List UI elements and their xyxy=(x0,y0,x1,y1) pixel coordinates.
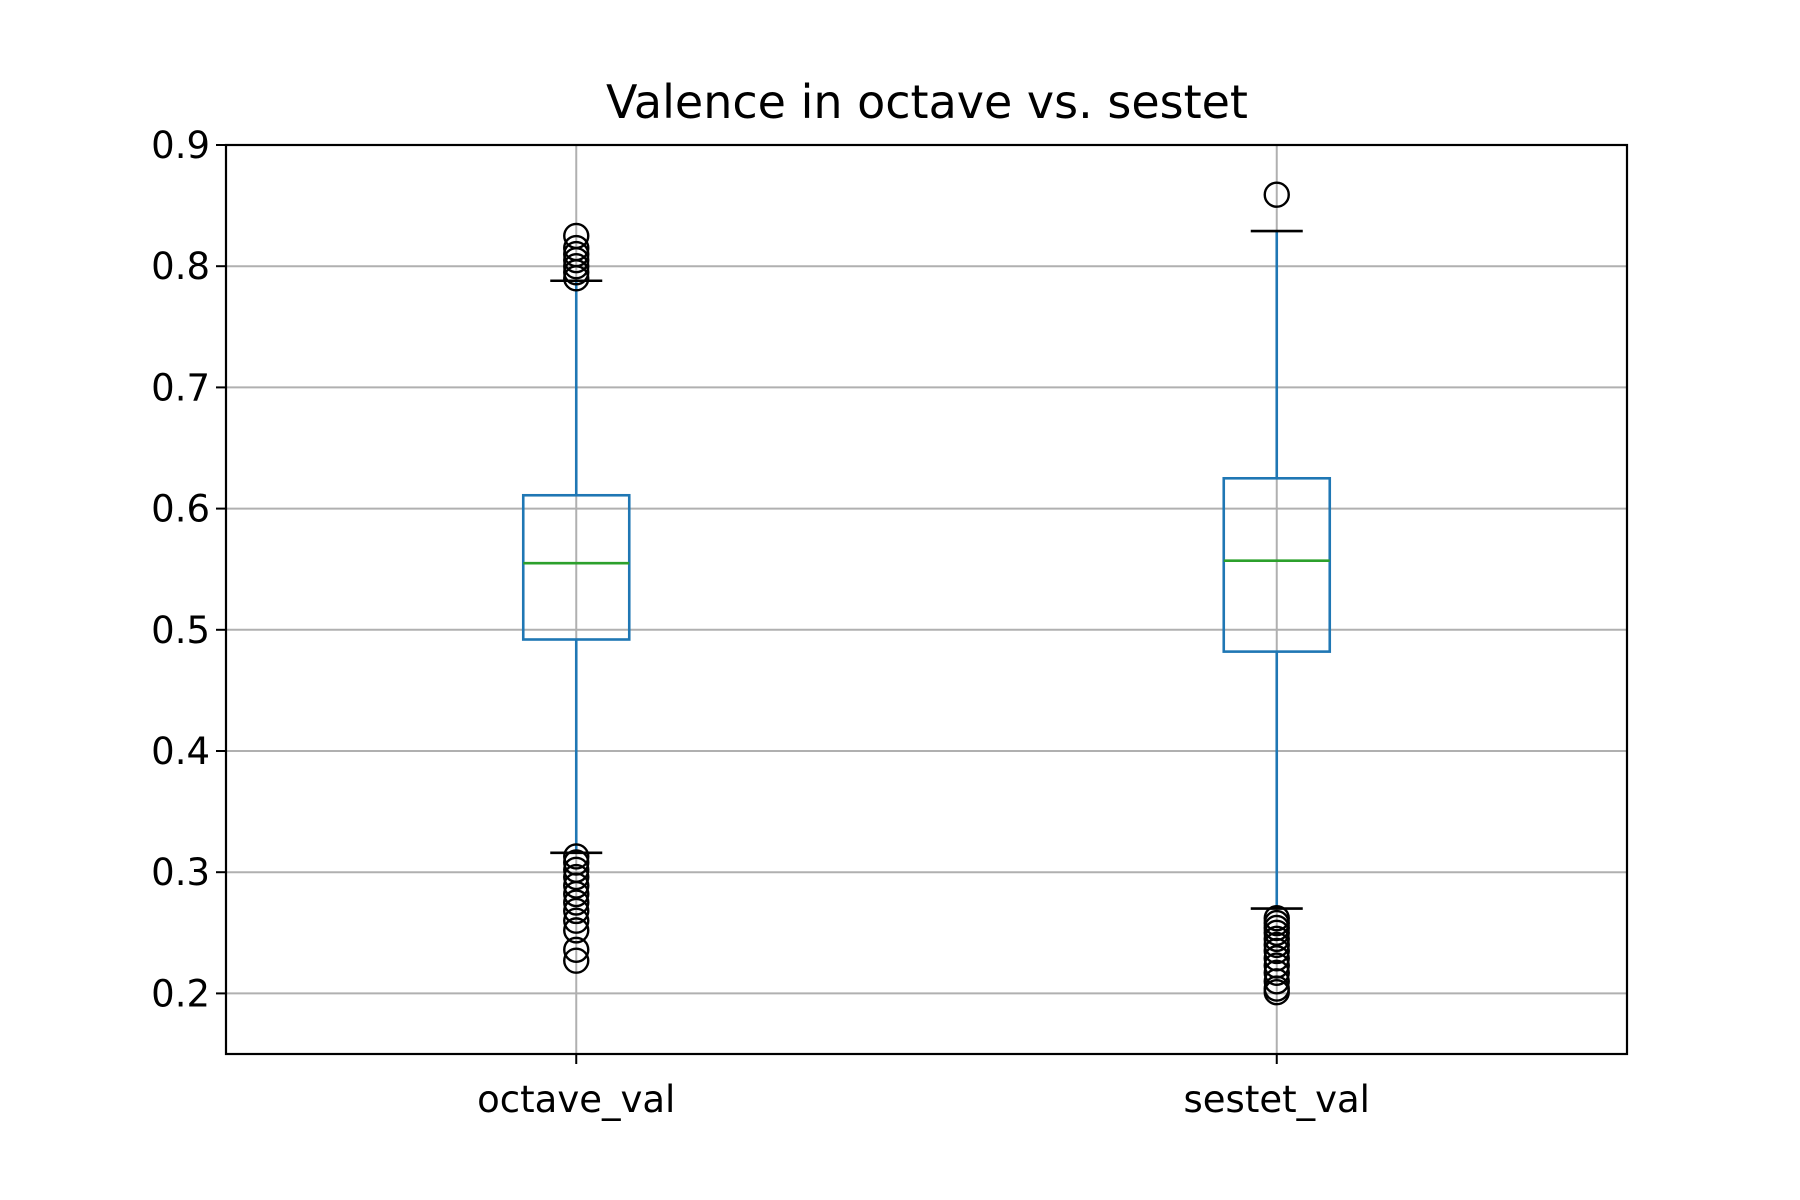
outlier-point xyxy=(1263,925,1290,953)
x-tick-label-sestet-val: sestet_val xyxy=(1184,1078,1370,1121)
axis-ticks: 0.2 0.3 0.4 0.5 0.6 0.7 0.8 0.9 octave_val sestet… xyxy=(151,124,1370,1121)
outlier-point xyxy=(563,253,590,280)
outlier-point xyxy=(563,897,590,925)
boxes-group xyxy=(521,181,1332,1006)
outlier-point xyxy=(1263,931,1290,959)
y-tick-label: 0.8 xyxy=(151,245,210,288)
x-tick-label-octave-val: octave_val xyxy=(477,1078,675,1121)
iqr-box xyxy=(521,493,631,641)
box-octave-val xyxy=(521,222,631,974)
outlier-point xyxy=(563,880,590,908)
plot-frame xyxy=(224,143,1629,1056)
y-tick-label: 0.2 xyxy=(151,972,210,1015)
outlier-point xyxy=(1263,919,1290,946)
outlier-point xyxy=(563,863,590,891)
y-tick-label: 0.5 xyxy=(151,609,210,652)
outlier-point xyxy=(1263,181,1290,208)
outlier-point xyxy=(563,917,590,944)
chart-title: Valence in octave vs. sestet xyxy=(606,75,1248,129)
outlier-point xyxy=(563,907,590,934)
y-tick-label: 0.9 xyxy=(151,124,210,167)
outlier-point xyxy=(1263,937,1290,965)
y-tick-label: 0.4 xyxy=(151,730,210,773)
outlier-point xyxy=(563,936,590,963)
grid-lines xyxy=(226,144,1627,1054)
outlier-point xyxy=(563,843,590,870)
outlier-point xyxy=(563,234,590,262)
outlier-point xyxy=(1263,968,1290,995)
outlier-point xyxy=(563,222,590,250)
iqr-box xyxy=(1222,476,1332,653)
box-sestet-val xyxy=(1222,181,1332,1006)
outlier-point xyxy=(1263,959,1290,986)
y-tick-label: 0.7 xyxy=(151,366,210,409)
outlier-point xyxy=(1263,978,1290,1006)
y-tick-label: 0.6 xyxy=(151,488,210,531)
outlier-point xyxy=(563,889,590,916)
outlier-point xyxy=(563,872,590,899)
y-tick-label: 0.3 xyxy=(151,851,210,894)
outlier-point xyxy=(563,240,590,268)
outlier-point xyxy=(563,947,590,974)
